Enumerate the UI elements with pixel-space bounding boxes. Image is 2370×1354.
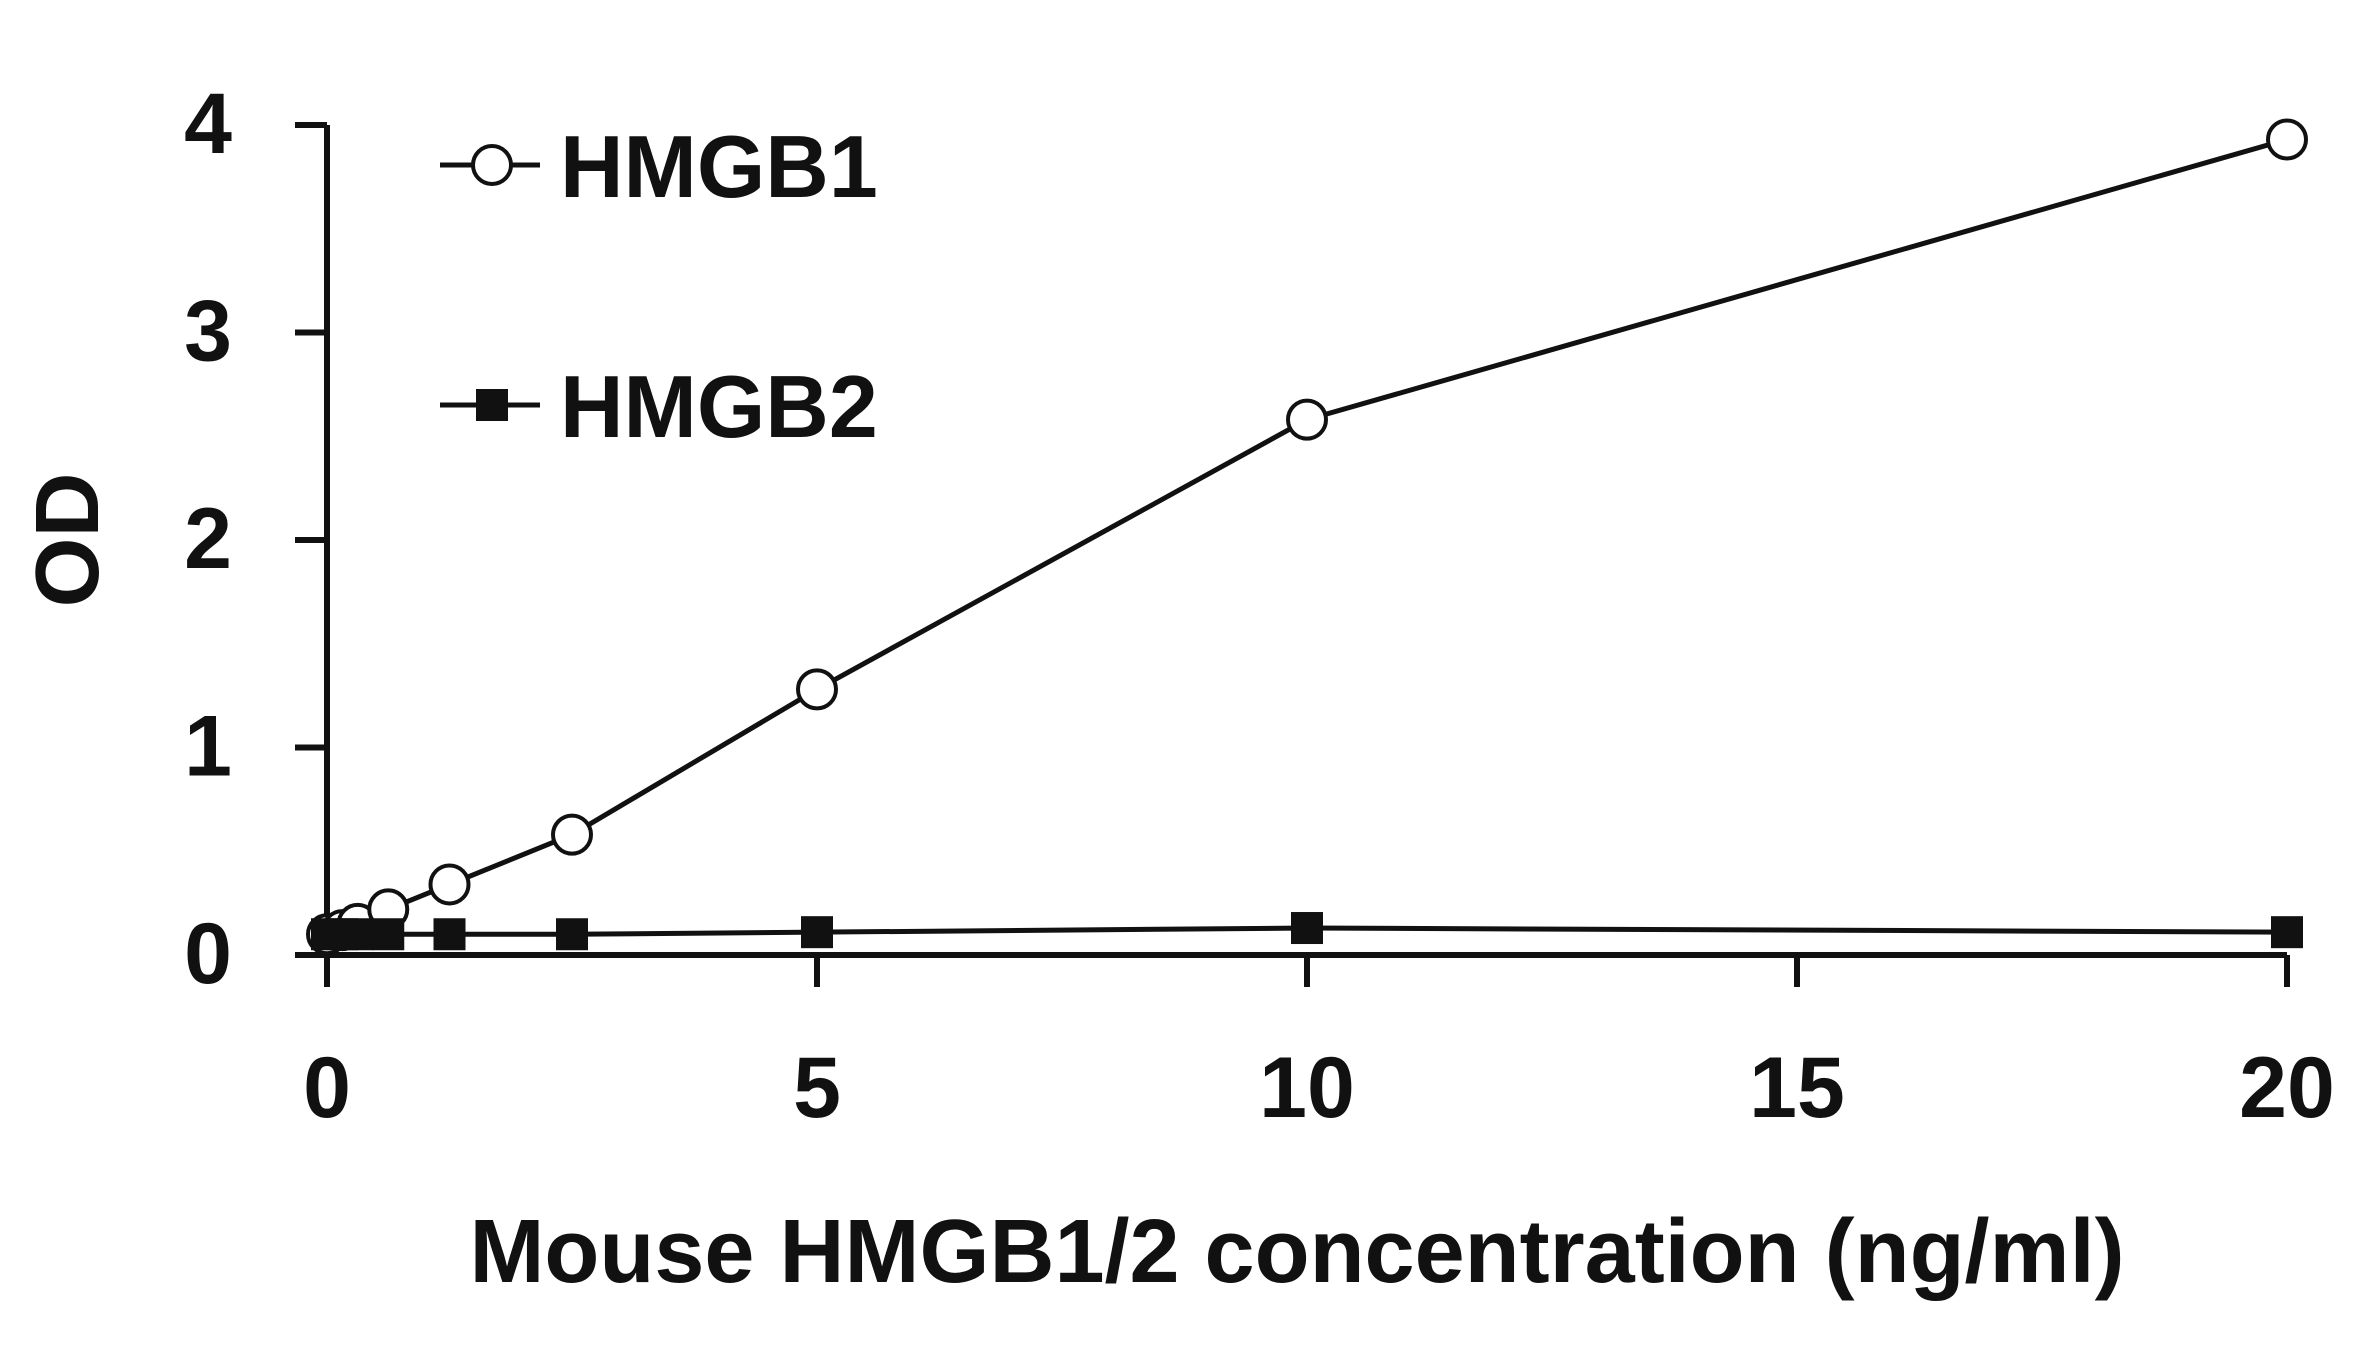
legend-marker bbox=[476, 389, 508, 421]
data-point bbox=[551, 813, 593, 856]
legend-marker bbox=[471, 144, 513, 186]
series-hmgb1 bbox=[306, 118, 2308, 956]
data-point bbox=[433, 918, 466, 951]
axes: 0 1 2 3 4 0 5 10 15 20 bbox=[184, 76, 2335, 1136]
data-point bbox=[2266, 118, 2308, 161]
data-point bbox=[796, 668, 838, 711]
legend-label: HMGB1 bbox=[560, 117, 878, 216]
data-point bbox=[341, 918, 374, 951]
y-tick-label: 0 bbox=[184, 906, 232, 1002]
series-line-hmgb1 bbox=[326, 137, 2288, 937]
legend-item-hmgb1: HMGB1 bbox=[440, 117, 878, 216]
x-tick-label: 20 bbox=[2239, 1040, 2335, 1136]
data-point bbox=[372, 918, 405, 951]
y-tick-label: 2 bbox=[184, 491, 232, 587]
x-tick-label: 0 bbox=[303, 1040, 351, 1136]
series-layer bbox=[306, 118, 2308, 956]
legend-item-hmgb2: HMGB2 bbox=[440, 357, 878, 456]
data-point bbox=[1291, 912, 1323, 945]
legend: HMGB1 HMGB2 bbox=[440, 117, 878, 456]
axis-labels: Mouse HMGB1/2 concentration (ng/ml) OD bbox=[18, 473, 2125, 1303]
data-point bbox=[556, 918, 588, 951]
data-point bbox=[2271, 916, 2303, 949]
x-tick-label: 10 bbox=[1259, 1040, 1355, 1136]
data-point bbox=[428, 863, 471, 906]
x-tick-label: 5 bbox=[793, 1040, 841, 1136]
series-hmgb2 bbox=[311, 912, 2303, 951]
y-tick-label: 3 bbox=[184, 284, 232, 380]
y-axis-title: OD bbox=[18, 473, 118, 608]
legend-label: HMGB2 bbox=[560, 357, 878, 456]
x-axis-title: Mouse HMGB1/2 concentration (ng/ml) bbox=[469, 1202, 2124, 1302]
data-point bbox=[801, 916, 833, 949]
y-tick-label: 1 bbox=[184, 699, 232, 795]
x-tick-label: 15 bbox=[1749, 1040, 1845, 1136]
y-tick-label: 4 bbox=[184, 76, 232, 172]
data-point bbox=[1286, 398, 1328, 441]
